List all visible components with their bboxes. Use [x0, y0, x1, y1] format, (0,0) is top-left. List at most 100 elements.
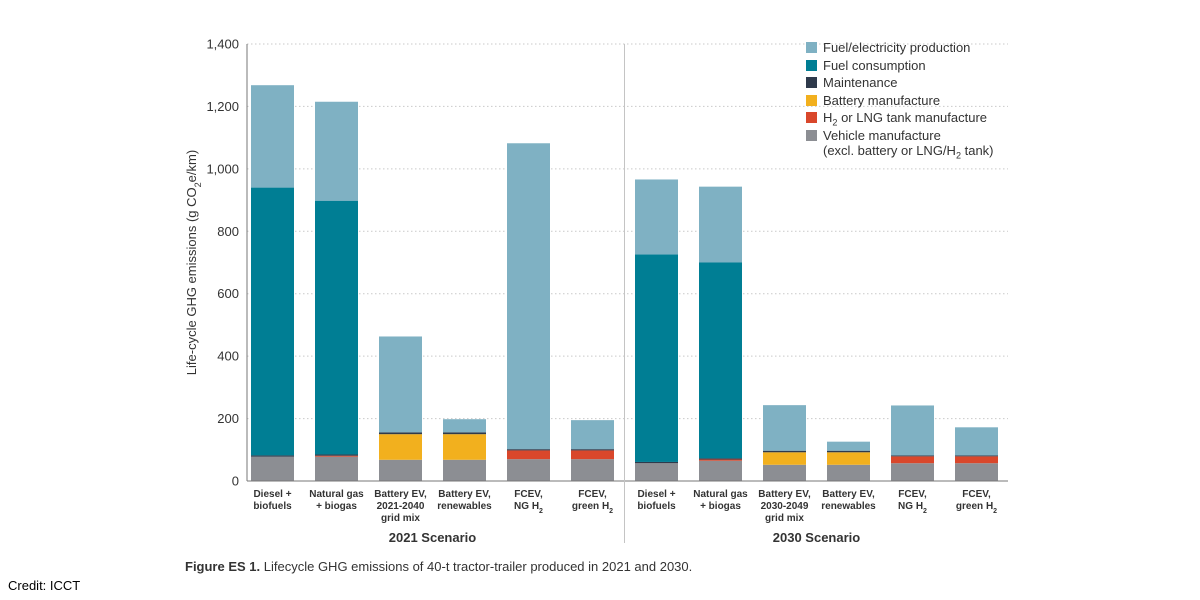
- legend-label: Fuel/electricity production: [823, 40, 971, 55]
- x-tick-label: Battery EV, renewables: [821, 489, 876, 512]
- bar-segment-4: [251, 455, 294, 457]
- bar-segment-2: [699, 459, 742, 461]
- bar-segment-4: [315, 454, 358, 456]
- bar-stacks: [251, 85, 998, 481]
- legend-item: Fuel/electricity production: [806, 40, 994, 58]
- legend-label: Battery manufacture: [823, 92, 941, 108]
- axis-labels: 0 200 400 600 800 1,000 1,200 1,400 Life-cycle G…: [184, 37, 997, 546]
- bar-segment-6: [763, 405, 806, 451]
- bar-segment-4: [443, 432, 486, 435]
- legend-item: H2 or LNG tank manufacture: [806, 110, 994, 128]
- bar-segment-5: [699, 262, 742, 459]
- bar-segment-3: [827, 452, 870, 465]
- bar-segment-2: [315, 455, 358, 457]
- figure-caption: Figure ES 1. Lifecycle GHG emissions of …: [185, 559, 692, 574]
- y-tick-label: 800: [217, 224, 239, 239]
- legend-label: Fuel consumption: [823, 57, 926, 73]
- legend-item: Battery manufacture: [806, 93, 994, 111]
- y-tick-label: 1,400: [206, 37, 239, 52]
- legend: Fuel/electricity production Fuel consumpt…: [806, 40, 994, 161]
- bar-segment-1: [955, 463, 998, 481]
- gridlines: [247, 43, 1008, 420]
- bar-segment-5: [251, 187, 294, 456]
- legend-swatch: [806, 77, 817, 89]
- y-tick-label: 600: [217, 286, 239, 301]
- legend-item: Maintenance: [806, 75, 994, 93]
- bar-segment-3: [763, 452, 806, 465]
- axes: [246, 44, 1008, 543]
- bar-segment-3: [379, 434, 422, 460]
- bar-segment-4: [571, 449, 614, 451]
- bar-segment-6: [251, 85, 294, 188]
- x-tick-label: FCEV, NG H2: [514, 489, 543, 515]
- bar-segment-1: [251, 456, 294, 481]
- y-tick-label: 0: [232, 474, 239, 489]
- x-tick-label: FCEV, green H2: [572, 489, 613, 515]
- bar-segment-1: [827, 464, 870, 481]
- legend-label: Maintenance: [823, 75, 898, 91]
- y-tick-label: 1,000: [206, 161, 239, 176]
- bar-segment-6: [571, 420, 614, 450]
- bar-segment-2: [955, 456, 998, 464]
- legend-swatch: [806, 112, 817, 124]
- bar-segment-6: [699, 186, 742, 263]
- bar-segment-1: [571, 459, 614, 481]
- x-tick-label: FCEV, NG H2: [898, 489, 927, 515]
- legend-swatch: [806, 94, 817, 106]
- bar-segment-4: [955, 455, 998, 457]
- caption-figure-number: Figure ES 1.: [185, 559, 261, 574]
- bar-segment-5: [635, 254, 678, 462]
- bar-segment-4: [635, 461, 678, 464]
- legend-item: Vehicle manufacture (excl. battery or LNG…: [806, 128, 994, 161]
- y-tick-label: 200: [217, 411, 239, 426]
- bar-segment-1: [763, 464, 806, 481]
- legend-item: Fuel consumption: [806, 58, 994, 76]
- bar-segment-4: [699, 458, 742, 460]
- bar-segment-1: [443, 459, 486, 481]
- legend-swatch: [806, 129, 817, 141]
- bar-segment-1: [315, 456, 358, 481]
- bar-segment-4: [891, 455, 934, 457]
- credit-text: Credit: ICCT: [8, 578, 81, 593]
- bar-segment-6: [507, 143, 550, 450]
- x-tick-label: Natural gas + biogas: [693, 489, 748, 512]
- bar-segment-4: [763, 450, 806, 453]
- group-label: 2030 Scenario: [773, 530, 861, 545]
- x-tick-label: Diesel + biofuels: [253, 489, 292, 512]
- bar-segment-5: [315, 200, 358, 455]
- y-axis-title: Life-cycle GHG emissions (g CO2e/km): [184, 150, 203, 375]
- x-tick-label: Natural gas + biogas: [309, 489, 364, 512]
- bar-segment-6: [955, 427, 998, 456]
- legend-swatch: [806, 42, 817, 53]
- x-tick-label: Battery EV, renewables: [437, 489, 492, 512]
- bar-segment-2: [571, 450, 614, 460]
- bar-segment-1: [379, 459, 422, 481]
- x-tick-label: Battery EV, 2030-2049 grid mix: [758, 489, 811, 524]
- bar-segment-6: [443, 419, 486, 433]
- bar-segment-1: [635, 463, 678, 481]
- bar-segment-1: [507, 459, 550, 481]
- x-tick-label: FCEV, green H2: [956, 489, 997, 515]
- bar-segment-6: [315, 101, 358, 201]
- bar-segment-2: [891, 456, 934, 464]
- x-tick-label: Diesel + biofuels: [637, 489, 676, 512]
- y-tick-label: 1,200: [206, 99, 239, 114]
- y-tick-label: 400: [217, 349, 239, 364]
- legend-label: Vehicle manufacture (excl. battery or LNG…: [823, 127, 994, 161]
- x-tick-label: Battery EV, 2021-2040 grid mix: [374, 489, 427, 524]
- bar-segment-6: [379, 336, 422, 433]
- bar-segment-4: [827, 450, 870, 453]
- legend-label: H2 or LNG tank manufacture: [823, 110, 988, 128]
- bar-segment-6: [827, 441, 870, 451]
- bar-segment-6: [635, 179, 678, 255]
- group-label: 2021 Scenario: [389, 530, 477, 545]
- bar-segment-3: [443, 434, 486, 460]
- bar-segment-4: [507, 449, 550, 451]
- bar-segment-1: [699, 460, 742, 481]
- bar-segment-4: [379, 432, 422, 435]
- legend-swatch: [806, 59, 817, 71]
- caption-text: Lifecycle GHG emissions of 40-t tractor-…: [260, 559, 693, 574]
- bar-segment-1: [891, 463, 934, 481]
- bar-segment-2: [507, 450, 550, 460]
